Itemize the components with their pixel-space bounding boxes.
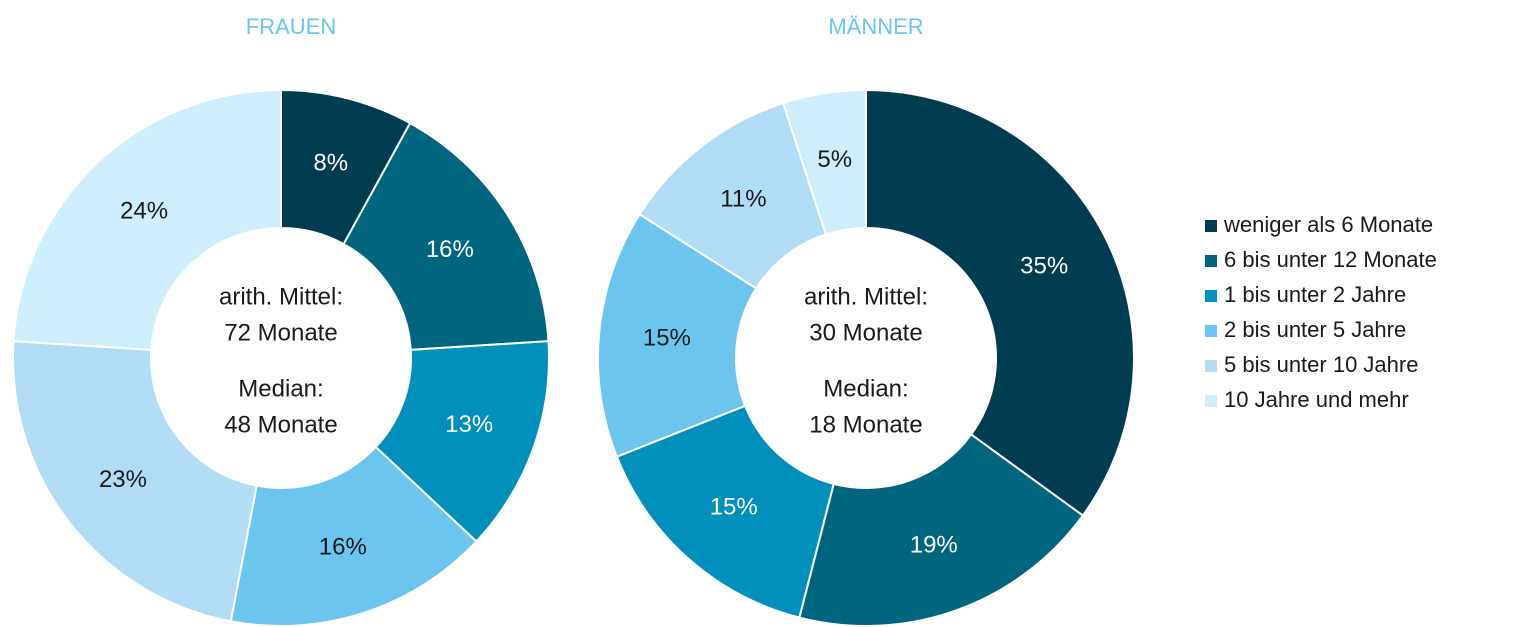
center-annotation: Median:	[238, 375, 323, 402]
legend-swatch	[1205, 395, 1217, 407]
donut-slice	[865, 88, 1135, 517]
data-label: 24%	[120, 198, 168, 225]
donut-slice	[615, 404, 835, 619]
legend-swatch	[1205, 325, 1217, 337]
data-label: 19%	[910, 532, 958, 559]
legend-swatch	[1205, 220, 1217, 232]
donut-slice	[12, 340, 258, 623]
donut-slice	[798, 433, 1085, 627]
donut-slice	[374, 340, 550, 543]
center-annotation: Median:	[823, 375, 908, 402]
chart-title: MÄNNER	[828, 14, 923, 39]
data-label: 13%	[445, 411, 493, 438]
donut-slice	[597, 213, 758, 458]
donut-slice	[229, 445, 478, 627]
legend-label: 2 bis unter 5 Jahre	[1224, 317, 1406, 342]
data-label: 35%	[1020, 253, 1068, 280]
data-label: 11%	[720, 185, 766, 212]
donut-slice	[12, 88, 282, 351]
legend-label: 10 Jahre und mehr	[1224, 387, 1409, 412]
center-annotation: arith. Mittel:	[804, 283, 928, 310]
data-label: 15%	[643, 325, 691, 352]
legend-label: 6 bis unter 12 Monate	[1224, 247, 1437, 272]
chart-title: FRAUEN	[246, 14, 336, 39]
data-label: 8%	[313, 150, 348, 177]
center-annotation: 18 Monate	[809, 411, 922, 438]
legend-label: 1 bis unter 2 Jahre	[1224, 282, 1406, 307]
legend-swatch	[1205, 360, 1217, 372]
legend-swatch	[1205, 290, 1217, 302]
legend-label: 5 bis unter 10 Jahre	[1224, 352, 1418, 377]
legend-swatch	[1205, 255, 1217, 267]
data-label: 23%	[99, 466, 147, 493]
center-annotation: 30 Monate	[809, 319, 922, 346]
center-annotation: 72 Monate	[224, 319, 337, 346]
data-label: 16%	[426, 236, 474, 263]
legend-label: weniger als 6 Monate	[1223, 212, 1433, 237]
center-annotation: arith. Mittel:	[219, 283, 343, 310]
center-annotation: 48 Monate	[224, 411, 337, 438]
data-label: 5%	[817, 146, 852, 173]
donut-slice	[342, 121, 550, 351]
donut-slice	[781, 88, 867, 236]
data-label: 15%	[710, 493, 758, 520]
data-label: 16%	[319, 534, 367, 561]
